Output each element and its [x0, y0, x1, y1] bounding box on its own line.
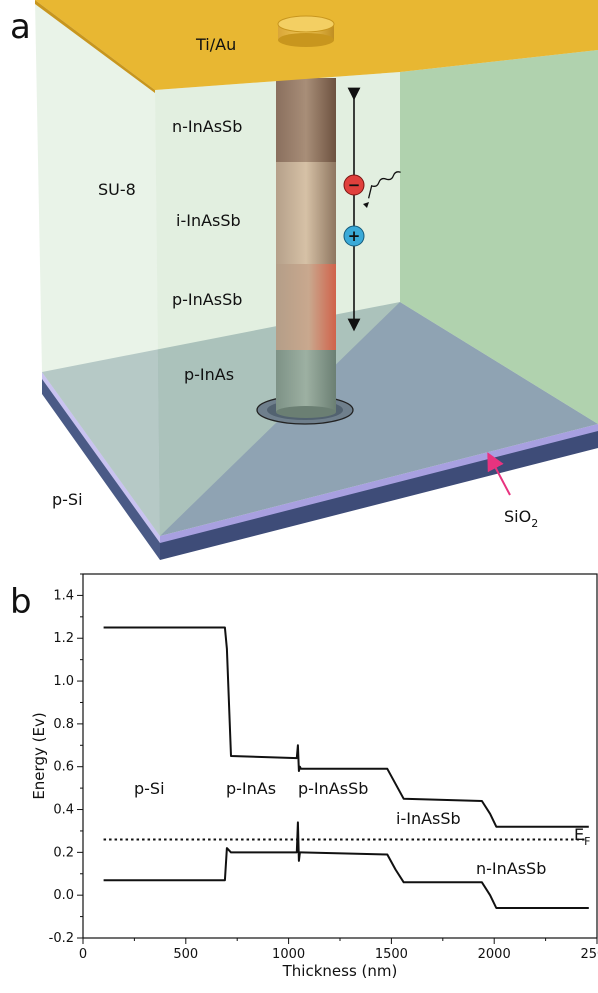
x-tick-label: 2000 — [478, 947, 511, 962]
region-label-n-inassb: n-InAsSb — [476, 859, 546, 878]
x-tick-label: 0 — [79, 947, 87, 962]
y-tick-label: 0.6 — [53, 760, 74, 775]
electron-sign: − — [348, 176, 361, 194]
fermi-level-label: EF — [574, 825, 590, 848]
panel-b-label: b — [10, 582, 32, 622]
y-tick-label: 1.2 — [53, 631, 74, 646]
nanowire-p-inas — [276, 348, 336, 412]
y-tick-label: 0.0 — [53, 888, 74, 903]
nanowire-i-inassb — [276, 160, 336, 264]
x-tick-label: 1500 — [375, 947, 408, 962]
photon-wave-icon — [367, 171, 401, 199]
nanowire-bottom — [276, 406, 336, 418]
label-p-inassb: p-InAsSb — [172, 290, 242, 309]
device-schematic: a − — [10, 0, 598, 560]
band-diagram: b 0 500 1000 1500 2000 2500 -0.2 0.0 0.2 0.4 0.6 0.… — [10, 573, 598, 980]
band-series — [103, 626, 589, 909]
su8-right-face — [400, 50, 598, 424]
panel-a-label: a — [10, 7, 31, 47]
contact-pad-bottom — [278, 33, 334, 47]
x-tick-label: 1000 — [272, 947, 305, 962]
electron-carrier: − — [343, 174, 365, 196]
y-tick-label: 1.0 — [53, 674, 74, 689]
ti-au-contact-edge — [35, 0, 155, 93]
label-p-si: p-Si — [52, 490, 83, 509]
label-sio2: SiO2 — [504, 507, 538, 530]
su8-left-face — [35, 0, 160, 536]
x-axis-title: Thickness (nm) — [282, 962, 398, 980]
y-tick-label: 0.2 — [53, 845, 74, 860]
region-label-p-inassb: p-InAsSb — [298, 779, 368, 798]
nanowire-p-inassb — [276, 262, 336, 350]
region-label-i-inassb: i-InAsSb — [396, 809, 461, 828]
substrate-front-side — [42, 376, 160, 560]
valence-band-line — [103, 821, 589, 909]
x-tick-label: 2500 — [580, 947, 598, 962]
photon-arrowhead-icon — [363, 202, 369, 208]
label-p-inas: p-InAs — [184, 365, 234, 384]
region-label-p-si: p-Si — [134, 779, 165, 798]
hole-carrier: + — [343, 225, 365, 247]
region-label-p-inas: p-InAs — [226, 779, 276, 798]
y-tick-label: -0.2 — [49, 931, 74, 946]
y-tick-label: 1.4 — [53, 588, 74, 603]
oxide-layer-front — [42, 372, 160, 543]
label-n-inassb: n-InAsSb — [172, 117, 242, 136]
label-su8: SU-8 — [98, 180, 136, 199]
conduction-band-line — [103, 626, 589, 828]
y-tick-label: 0.4 — [53, 803, 74, 818]
label-i-inassb: i-InAsSb — [176, 211, 241, 230]
y-axis-title: Energy (Ev) — [30, 712, 48, 799]
nanowire-n-inassb — [276, 78, 336, 162]
x-tick-label: 500 — [173, 947, 198, 962]
plot-frame — [82, 573, 598, 939]
oxide-pointer-arrow — [487, 452, 511, 496]
y-tick-label: 0.8 — [53, 717, 74, 732]
contact-pad-top — [277, 15, 335, 33]
label-ti-au: Ti/Au — [195, 35, 236, 54]
axis-ticks: 0 500 1000 1500 2000 2500 -0.2 0.0 0.2 0.4 0.6 0.8 1… — [49, 573, 598, 962]
hole-sign: + — [348, 227, 361, 245]
